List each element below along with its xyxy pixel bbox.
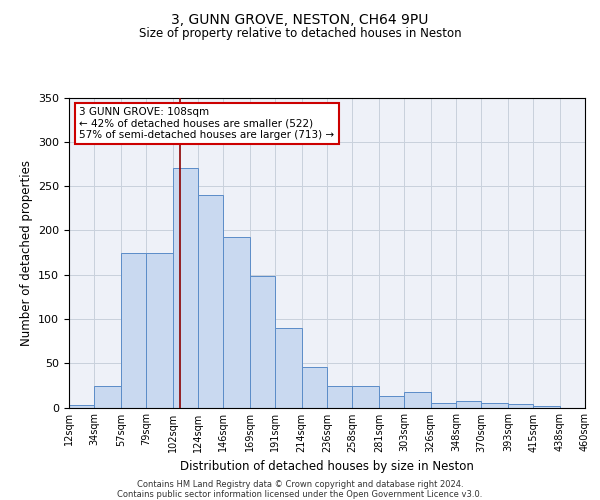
Bar — [456, 402, 481, 407]
X-axis label: Distribution of detached houses by size in Neston: Distribution of detached houses by size … — [180, 460, 474, 473]
Text: 3, GUNN GROVE, NESTON, CH64 9PU: 3, GUNN GROVE, NESTON, CH64 9PU — [172, 12, 428, 26]
Bar — [173, 168, 198, 408]
Bar — [302, 367, 327, 408]
Bar — [431, 403, 456, 407]
Bar — [404, 392, 431, 407]
Bar — [198, 195, 223, 408]
Bar — [94, 386, 121, 407]
Bar — [275, 328, 302, 407]
Bar — [508, 404, 533, 407]
Text: Contains HM Land Registry data © Crown copyright and database right 2024.: Contains HM Land Registry data © Crown c… — [137, 480, 463, 489]
Text: Contains public sector information licensed under the Open Government Licence v3: Contains public sector information licen… — [118, 490, 482, 499]
Bar — [223, 238, 250, 408]
Bar — [379, 396, 404, 407]
Bar — [121, 252, 146, 408]
Bar — [146, 252, 173, 408]
Y-axis label: Number of detached properties: Number of detached properties — [20, 160, 32, 346]
Bar — [327, 386, 352, 407]
Bar — [481, 403, 508, 407]
Text: 3 GUNN GROVE: 108sqm
← 42% of detached houses are smaller (522)
57% of semi-deta: 3 GUNN GROVE: 108sqm ← 42% of detached h… — [79, 107, 334, 140]
Text: Size of property relative to detached houses in Neston: Size of property relative to detached ho… — [139, 28, 461, 40]
Bar — [69, 405, 94, 407]
Bar — [250, 276, 275, 407]
Bar — [352, 386, 379, 407]
Bar — [533, 406, 560, 407]
